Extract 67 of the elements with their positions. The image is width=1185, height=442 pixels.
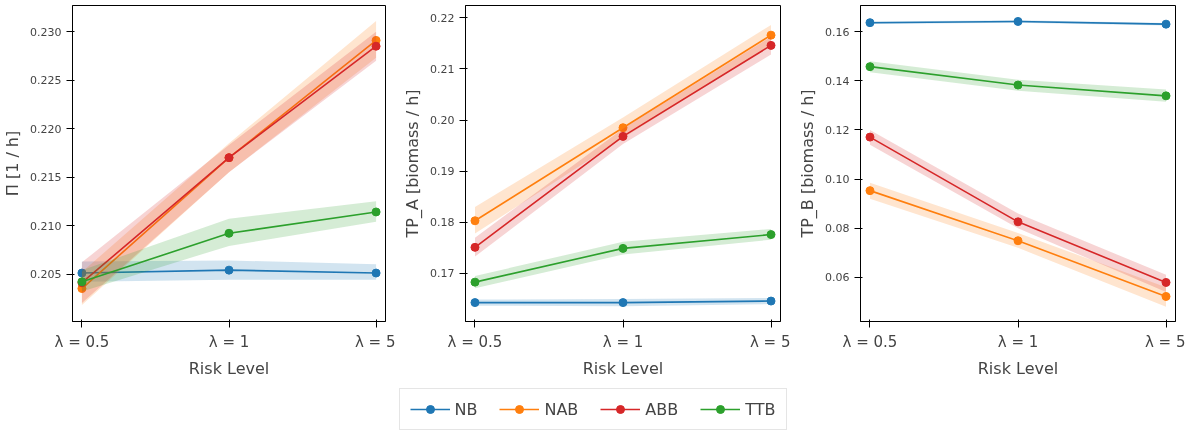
x-tick-label: λ = 1	[997, 332, 1039, 351]
point	[1013, 236, 1023, 246]
point	[618, 243, 628, 253]
point	[618, 131, 628, 141]
legend-label: TTB	[745, 399, 776, 419]
point	[618, 298, 628, 308]
point	[865, 132, 875, 142]
point	[618, 123, 628, 133]
x-tick-label: λ = 5	[354, 332, 396, 351]
y-tick-label: 0.12	[825, 123, 850, 137]
y-tick-label: 0.18	[430, 216, 455, 230]
y-tick-label: 0.215	[30, 171, 62, 185]
point	[766, 40, 776, 50]
legend-label: NB	[454, 399, 478, 419]
point	[766, 30, 776, 40]
x-tick-label: λ = 0.5	[54, 332, 110, 351]
point	[1161, 291, 1171, 301]
point	[1161, 19, 1171, 29]
point	[865, 18, 875, 28]
y-axis-title: TP_A [biomass / h]	[403, 89, 424, 239]
point	[224, 228, 234, 238]
y-tick-label: 0.06	[825, 271, 850, 285]
x-axis-title: Risk Level	[977, 358, 1059, 378]
y-tick-label: 0.220	[30, 122, 62, 136]
x-tick-label: λ = 1	[602, 332, 644, 351]
point	[766, 230, 776, 240]
point	[766, 296, 776, 306]
x-tick-label: λ = 1	[208, 332, 250, 351]
point	[77, 268, 87, 278]
legend-label: NAB	[544, 399, 579, 419]
y-axis-title: TP_B [biomass / h]	[798, 89, 819, 239]
point	[1161, 277, 1171, 287]
y-tick-label: 0.225	[30, 74, 62, 88]
y-tick-label: 0.22	[430, 11, 455, 25]
x-tick-label: λ = 0.5	[842, 332, 898, 351]
x-axis-title: Risk Level	[188, 358, 270, 378]
y-tick-label: 0.19	[430, 165, 455, 179]
y-tick-label: 0.210	[30, 219, 62, 233]
point	[371, 41, 381, 51]
y-tick-label: 0.230	[30, 25, 62, 39]
point	[1013, 217, 1023, 227]
point	[470, 242, 480, 252]
x-tick-label: λ = 5	[1144, 332, 1185, 351]
point	[1013, 16, 1023, 26]
point	[470, 298, 480, 308]
y-tick-label: 0.205	[30, 268, 62, 281]
x-tick-label: λ = 0.5	[447, 332, 503, 351]
point	[865, 62, 875, 72]
y-tick-label: 0.17	[430, 267, 455, 281]
x-axis-title: Risk Level	[582, 358, 664, 378]
point	[865, 186, 875, 196]
point	[1013, 80, 1023, 90]
point	[470, 277, 480, 287]
y-tick-label: 0.08	[825, 222, 850, 236]
point	[371, 207, 381, 217]
x-tick-label: λ = 5	[749, 332, 791, 351]
legend-label: ABB	[645, 399, 679, 419]
y-tick-label: 0.20	[430, 114, 455, 128]
point	[371, 268, 381, 278]
point	[470, 216, 480, 226]
point	[224, 265, 234, 275]
y-tick-label: 0.16	[825, 25, 850, 39]
y-tick-label: 0.14	[825, 74, 850, 88]
y-axis-title: Π [1 / h]	[3, 130, 23, 197]
y-tick-label: 0.10	[825, 173, 850, 187]
point	[1161, 91, 1171, 101]
y-tick-label: 0.21	[430, 62, 455, 76]
